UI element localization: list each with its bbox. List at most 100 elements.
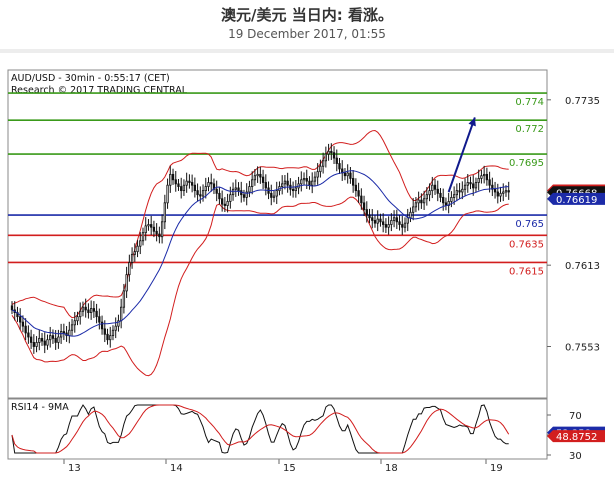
candle-body	[177, 183, 180, 187]
candle-body	[245, 191, 248, 198]
candle-body	[220, 198, 224, 205]
candle-body	[100, 321, 104, 330]
candle-body	[163, 202, 166, 223]
candle-body	[32, 342, 35, 347]
candle-body	[160, 221, 164, 238]
candle-body	[496, 191, 499, 197]
candle-body	[431, 184, 434, 192]
rsi-lines	[11, 404, 510, 454]
candle-body	[324, 153, 328, 162]
support-resistance-levels: 0.774 0.772 0.7695 0.765 0.7635 0.7615	[8, 92, 547, 277]
candle-body	[59, 331, 63, 338]
candle-body	[412, 206, 415, 213]
price-tags: 0.766810.766680.76619	[547, 184, 605, 206]
candle-body	[482, 173, 486, 177]
candle-body	[313, 176, 317, 182]
candle-body	[210, 182, 213, 185]
candle-body	[376, 218, 379, 224]
publish-date: 19 December 2017, 01:55	[228, 27, 386, 41]
time-axis-label: 19	[490, 463, 503, 474]
time-axis-label: 15	[283, 463, 296, 474]
rsi-axis-label: 70	[569, 411, 582, 422]
candle-body	[398, 221, 401, 225]
candle-body	[242, 194, 246, 198]
candle-body	[365, 209, 368, 216]
price-chart-title: AUD/USD - 30min - 0:55:17 (CET)	[11, 73, 170, 84]
candle-body	[141, 232, 145, 242]
candle-body	[458, 190, 461, 193]
candle-body	[122, 290, 126, 308]
candle-body	[351, 178, 355, 186]
candle-body	[185, 180, 188, 186]
candle-body	[152, 226, 156, 232]
candle-body	[507, 190, 510, 193]
rsi-tag-box	[547, 430, 605, 443]
price-chart-subtitle: Research © 2017 TRADING CENTRAL	[11, 85, 188, 96]
candle-body	[24, 325, 27, 334]
candle-body	[130, 253, 134, 263]
candle-body	[382, 221, 385, 225]
candle-body	[466, 182, 469, 186]
rsi-ma-line	[11, 404, 510, 454]
candle-body	[433, 184, 437, 190]
candle-body	[401, 224, 404, 228]
rsi-tag-label: 48.8752	[556, 432, 597, 443]
candle-body	[76, 316, 79, 322]
candle-body	[469, 182, 472, 185]
candle-body	[150, 224, 153, 228]
candle-body	[251, 179, 254, 187]
candle-body	[229, 194, 232, 202]
candle-body	[196, 190, 199, 196]
candle-body	[436, 188, 439, 194]
candle-body	[29, 336, 33, 343]
header-divider	[0, 49, 614, 53]
candle-body	[106, 333, 109, 341]
candle-body	[417, 199, 420, 204]
candle-body	[474, 182, 478, 189]
price-axis-label: 0.7735	[565, 96, 600, 107]
candle-body	[447, 201, 450, 206]
candle-body	[406, 217, 409, 224]
candle-body	[182, 184, 186, 192]
price-candles	[10, 143, 510, 354]
candle-body	[286, 180, 289, 186]
candle-body	[38, 337, 41, 343]
level-label: 0.774	[515, 97, 544, 108]
time-axis: 13 14 15 18 19	[8, 458, 547, 474]
candle-body	[264, 182, 267, 189]
moving-average-line	[11, 170, 509, 337]
candle-body	[144, 225, 147, 234]
candle-body	[504, 190, 508, 193]
candle-body	[171, 173, 175, 181]
candle-body	[338, 163, 341, 170]
candle-body	[207, 182, 210, 187]
candle-body	[89, 308, 93, 314]
candle-body	[390, 220, 393, 225]
candle-body	[253, 175, 257, 181]
candle-body	[379, 218, 382, 223]
candle-body	[450, 197, 453, 202]
candle-body	[19, 316, 22, 323]
candle-body	[128, 262, 131, 276]
candle-body	[319, 165, 322, 173]
candle-body	[488, 179, 491, 186]
candle-body	[346, 172, 349, 177]
candle-body	[308, 180, 311, 186]
candle-body	[300, 179, 303, 185]
candle-body	[472, 183, 475, 189]
level-label: 0.7695	[509, 158, 544, 169]
candle-body	[174, 179, 177, 185]
candle-body	[98, 316, 101, 323]
candle-body	[120, 306, 123, 322]
candle-body	[425, 194, 428, 200]
candle-body	[117, 320, 120, 327]
candle-body	[349, 172, 352, 179]
candle-body	[392, 217, 396, 221]
candle-body	[70, 324, 74, 331]
candle-body	[302, 178, 306, 181]
candle-body	[43, 340, 46, 346]
candle-body	[502, 191, 505, 194]
candle-body	[139, 240, 142, 247]
candle-body	[84, 306, 87, 311]
